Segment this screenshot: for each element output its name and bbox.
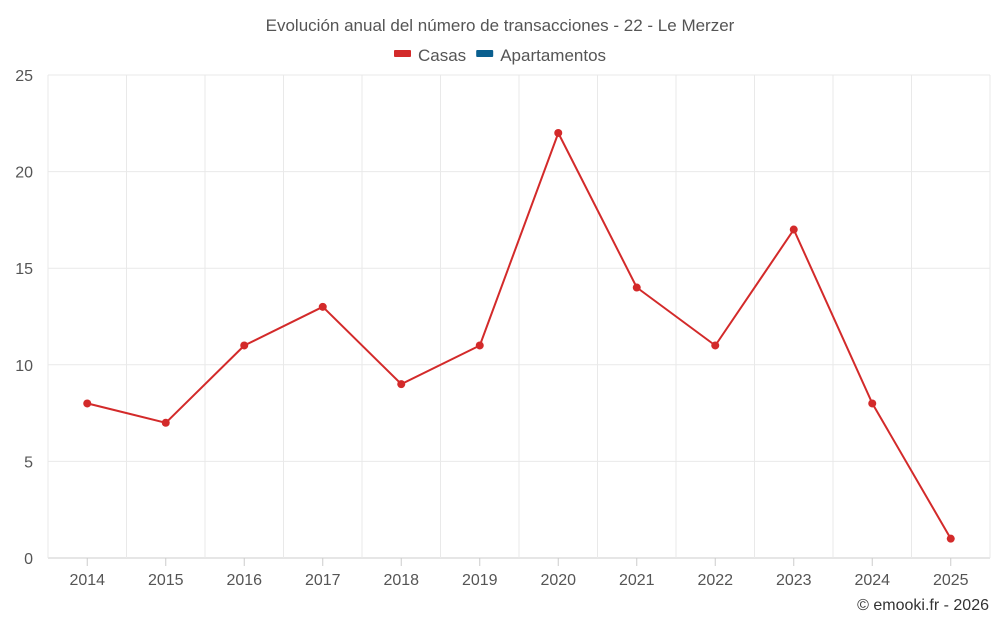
legend-label: Apartamentos <box>500 46 606 65</box>
x-tick-label: 2022 <box>697 572 733 589</box>
y-tick-label: 0 <box>24 551 33 568</box>
x-tick-label: 2021 <box>619 572 655 589</box>
series-line-casas <box>87 132 952 540</box>
legend-swatch <box>394 50 411 57</box>
x-tick-label: 2015 <box>148 572 184 589</box>
data-point-2023[interactable] <box>789 225 798 234</box>
legend-item-apartamentos[interactable]: Apartamentos <box>476 46 606 65</box>
y-axis: 0 5 10 15 20 25 <box>15 68 33 568</box>
data-point-2025[interactable] <box>946 534 955 543</box>
data-point-2018[interactable] <box>397 380 406 389</box>
x-tick-label: 2025 <box>933 572 969 589</box>
x-tick-label: 2020 <box>540 572 576 589</box>
series-layer <box>83 128 955 543</box>
legend-item-casas[interactable]: Casas <box>394 46 466 65</box>
y-tick-label: 5 <box>24 454 33 471</box>
chart-title: Evolución anual del número de transaccio… <box>266 16 735 35</box>
x-tick-label: 2014 <box>69 572 105 589</box>
y-tick-label: 15 <box>15 261 33 278</box>
data-point-2021[interactable] <box>632 283 641 292</box>
legend: Casas Apartamentos <box>394 46 606 65</box>
data-point-2024[interactable] <box>868 399 877 408</box>
x-tick-label: 2017 <box>305 572 341 589</box>
grid <box>47 74 991 559</box>
data-point-2015[interactable] <box>161 418 170 427</box>
data-point-2014[interactable] <box>83 399 92 408</box>
data-point-2020[interactable] <box>554 128 563 137</box>
data-point-2019[interactable] <box>475 341 484 350</box>
y-tick-label: 25 <box>15 68 33 85</box>
x-tick-label: 2024 <box>854 572 890 589</box>
x-tick-label: 2016 <box>226 572 262 589</box>
x-tick-label: 2019 <box>462 572 498 589</box>
x-tick-label: 2018 <box>383 572 419 589</box>
legend-swatch <box>476 50 494 57</box>
y-tick-label: 20 <box>15 165 33 182</box>
data-point-2017[interactable] <box>318 302 327 311</box>
x-tick-label: 2023 <box>776 572 812 589</box>
x-axis: 2014 2015 2016 2017 2018 2019 2020 2021 2022 2023… <box>69 558 969 589</box>
credit-text: © emooki.fr - 2026 <box>857 597 989 614</box>
legend-label: Casas <box>418 46 466 65</box>
y-tick-label: 10 <box>15 358 33 375</box>
data-point-2022[interactable] <box>711 341 720 350</box>
data-point-2016[interactable] <box>240 341 249 350</box>
